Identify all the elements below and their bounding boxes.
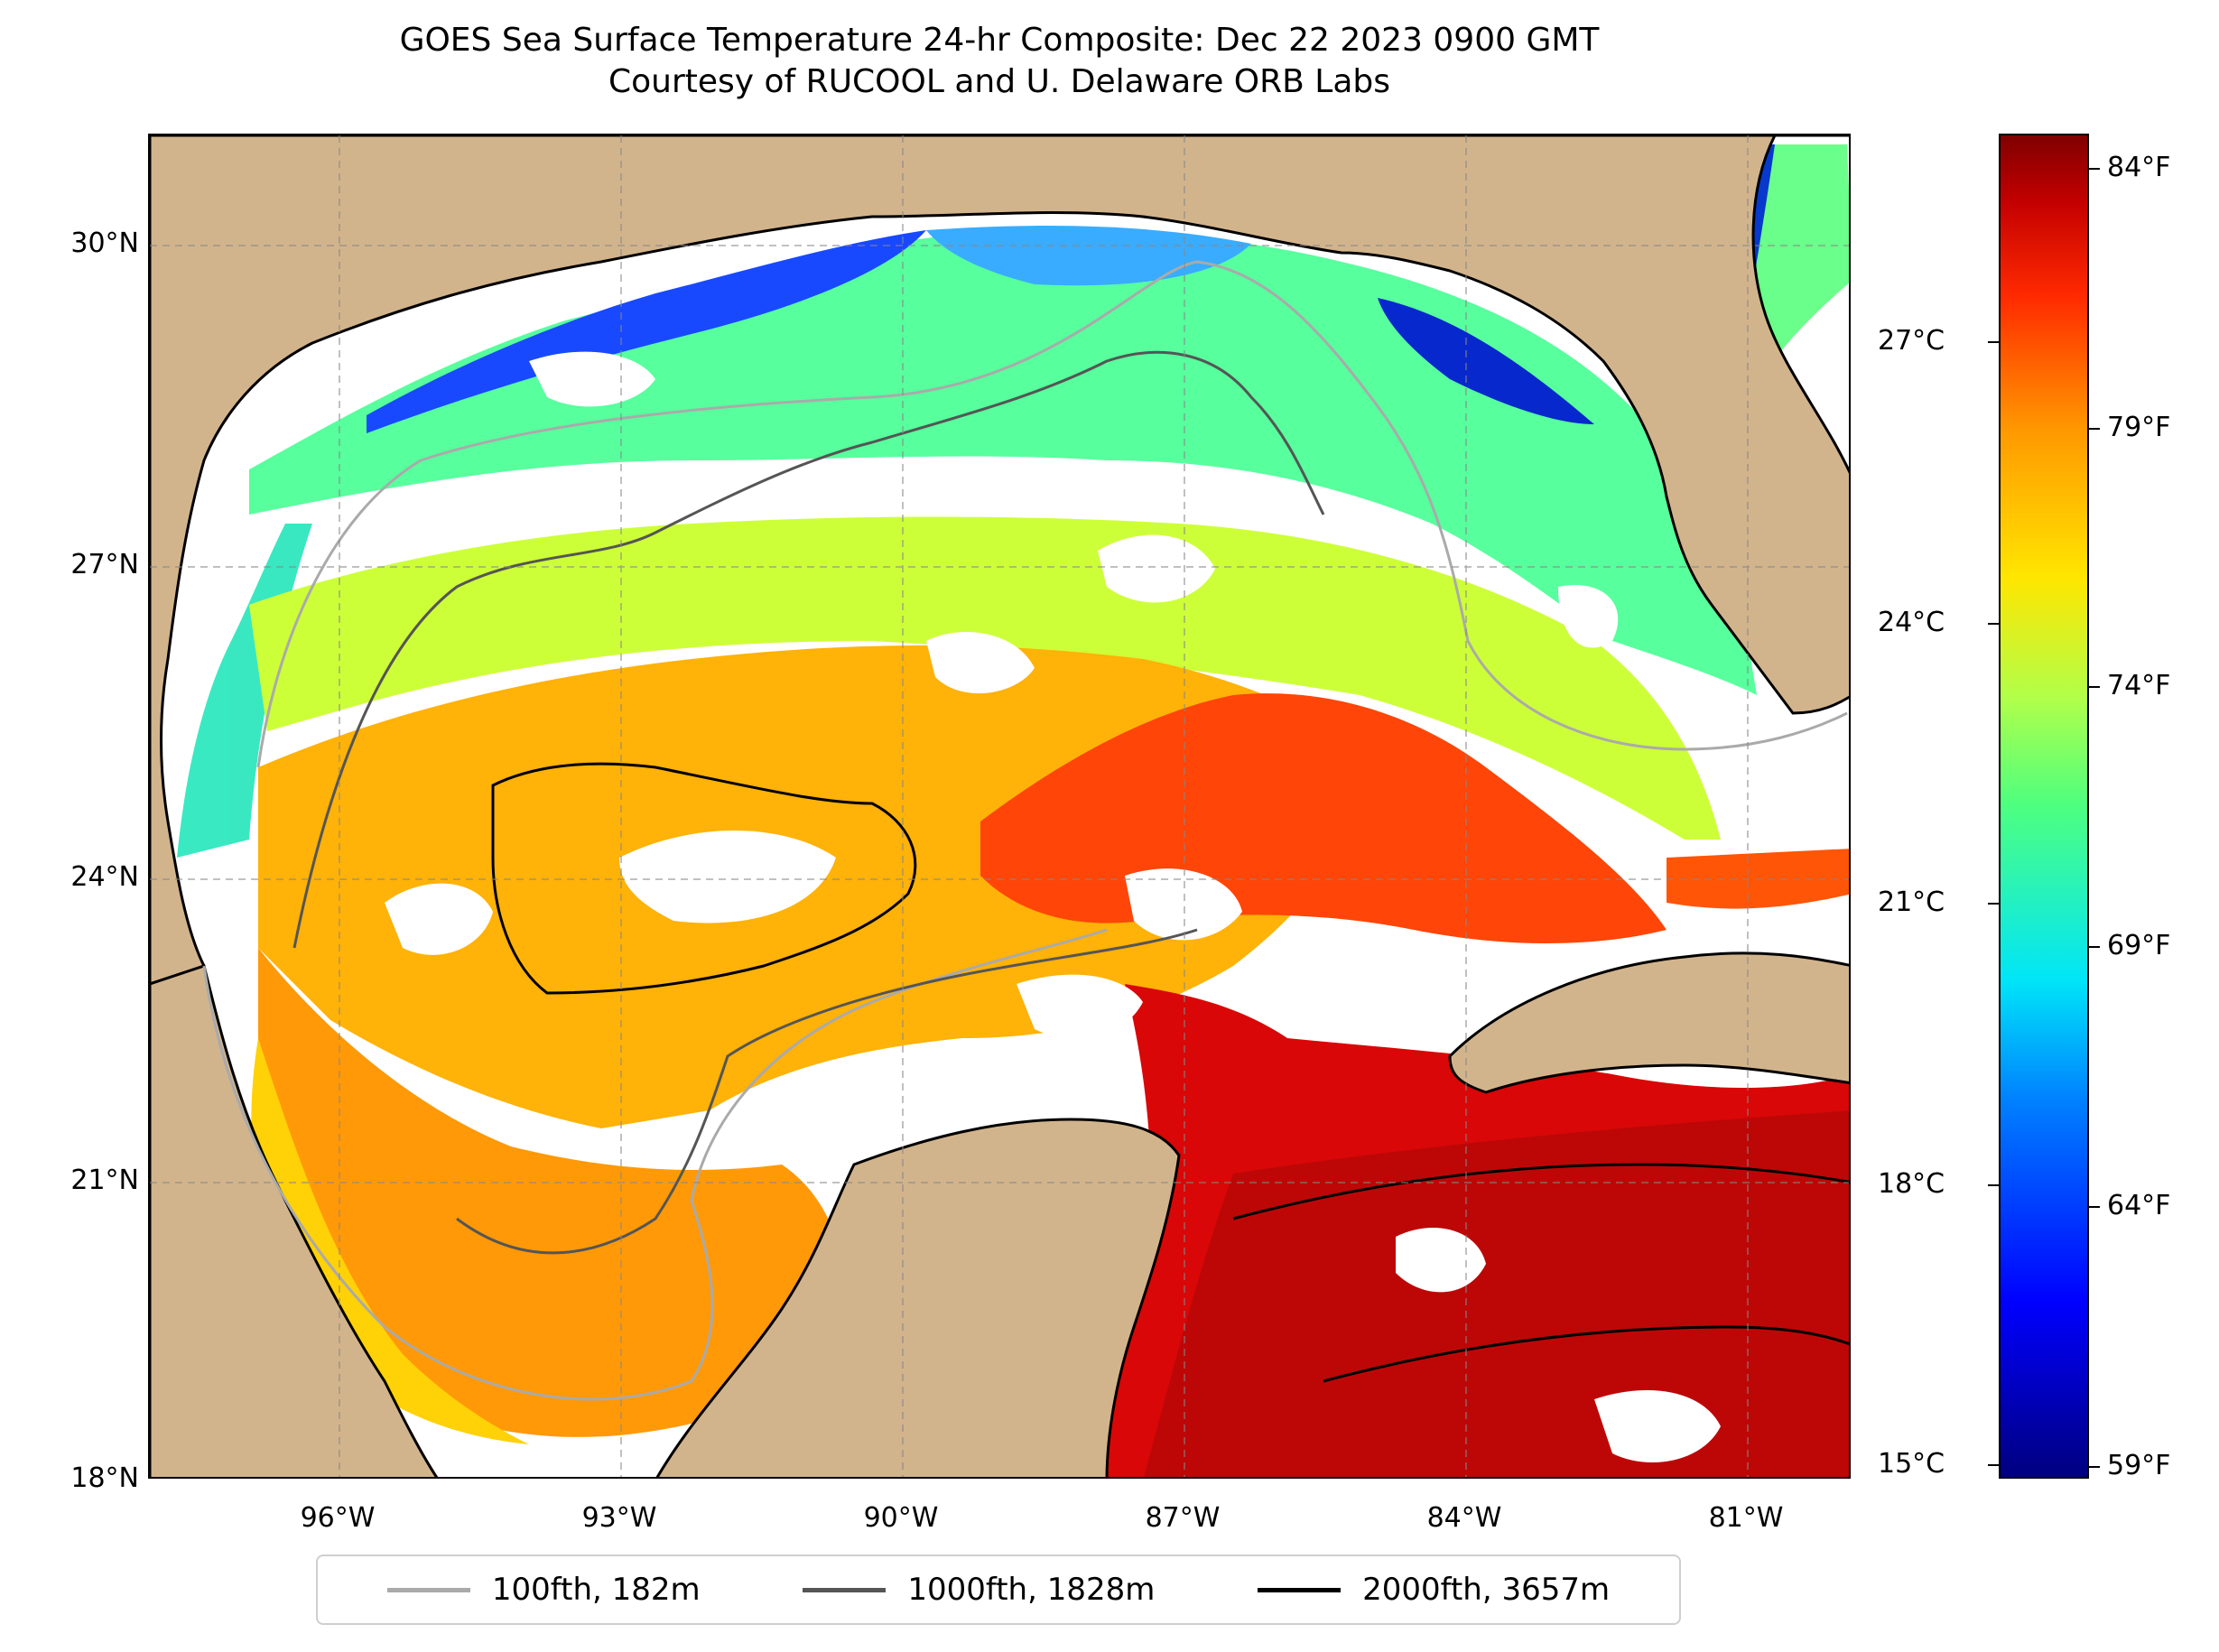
- cbar-tick-right: [2089, 686, 2100, 688]
- lon-label-96w: 96°W: [300, 1502, 376, 1534]
- contour-100fth: [256, 260, 1848, 768]
- contour-1000fth: [292, 350, 1325, 949]
- land-yucatan: [655, 1118, 1181, 1477]
- lat-label-21n: 21°N: [70, 1165, 139, 1196]
- cloud-gap: [385, 883, 493, 955]
- cbar-celsius-18: 18°C: [1878, 1168, 1945, 1200]
- sst-deep-cold-north: [367, 230, 926, 433]
- cbar-tick-right: [2089, 428, 2100, 430]
- cloud-gap: [529, 351, 655, 407]
- map-canvas: [150, 135, 1849, 1477]
- legend-item-100fth: 100fth, 182m: [386, 1572, 701, 1608]
- cloud-gap: [1017, 974, 1143, 1038]
- legend-label-1000fth: 1000fth, 1828m: [907, 1572, 1156, 1608]
- gridlines: [150, 135, 1849, 1477]
- colorbar: [1999, 134, 2089, 1479]
- cbar-tick-left: [1988, 341, 1999, 343]
- cbar-tick-right: [2089, 1206, 2100, 1208]
- sst-caribbean-deep: [1144, 1110, 1849, 1477]
- contour-1000fth: [456, 928, 1198, 1255]
- bathymetry-legend: 100fth, 182m 1000fth, 1828m 2000fth, 365…: [316, 1555, 1681, 1625]
- sst-cold-florida: [1378, 298, 1594, 424]
- lat-label-30n: 30°N: [70, 227, 139, 259]
- cbar-fahrenheit-59: 59°F: [2107, 1450, 2171, 1481]
- cbar-fahrenheit-74: 74°F: [2107, 670, 2171, 701]
- map-title: GOES Sea Surface Temperature 24-hr Compo…: [148, 20, 1851, 103]
- sst-orange-south: [258, 948, 843, 1437]
- title-line-1: GOES Sea Surface Temperature 24-hr Compo…: [399, 22, 1600, 59]
- cloud-gap: [1558, 585, 1619, 648]
- land: [150, 135, 1849, 1477]
- cloud-gap: [1594, 1390, 1721, 1462]
- land-mexico-west: [150, 964, 439, 1477]
- cloud-gap: [619, 831, 836, 923]
- cbar-fahrenheit-69: 69°F: [2107, 930, 2171, 961]
- cbar-tick-left: [1988, 1464, 1999, 1466]
- lat-label-18n: 18°N: [70, 1462, 139, 1494]
- legend-label-2000fth: 2000fth, 3657m: [1362, 1572, 1611, 1608]
- cbar-tick-right: [2089, 168, 2100, 170]
- cbar-tick-right: [2089, 1466, 2100, 1468]
- cbar-celsius-24: 24°C: [1878, 607, 1945, 638]
- legend-item-1000fth: 1000fth, 1828m: [803, 1572, 1155, 1608]
- cbar-tick-left: [1988, 623, 1999, 625]
- land-cuba: [1448, 951, 1849, 1094]
- legend-swatch-100fth: [386, 1587, 470, 1592]
- legend-label-100fth: 100fth, 182m: [491, 1572, 701, 1608]
- lon-label-93w: 93°W: [581, 1502, 657, 1534]
- cbar-celsius-15: 15°C: [1878, 1448, 1945, 1480]
- contour-2000fth: [1232, 1163, 1849, 1220]
- cloud-gap: [926, 632, 1035, 694]
- lat-label-27n: 27°N: [70, 549, 139, 580]
- lon-label-90w: 90°W: [863, 1502, 939, 1534]
- cloud-gap: [1125, 868, 1242, 941]
- cbar-fahrenheit-84: 84°F: [2107, 152, 2171, 183]
- cbar-tick-right: [2089, 946, 2100, 948]
- legend-item-2000fth: 2000fth, 3657m: [1258, 1572, 1610, 1608]
- lon-label-84w: 84°W: [1426, 1502, 1502, 1534]
- cbar-celsius-27: 27°C: [1878, 325, 1945, 357]
- contour-2000fth: [1323, 1325, 1849, 1383]
- cbar-fahrenheit-79: 79°F: [2107, 412, 2171, 443]
- cbar-celsius-21: 21°C: [1878, 886, 1945, 918]
- cloud-gap: [1396, 1228, 1486, 1293]
- title-line-2: Courtesy of RUCOOL and U. Delaware ORB L…: [608, 63, 1391, 100]
- lon-label-81w: 81°W: [1708, 1502, 1784, 1534]
- sst-map: [148, 134, 1851, 1479]
- sst-cold-mobile: [926, 226, 1251, 286]
- contour-100fth: [202, 928, 1108, 1401]
- sst-middle-band: [249, 516, 1721, 840]
- legend-swatch-2000fth: [1258, 1587, 1342, 1592]
- sst-field: [177, 144, 1849, 1477]
- legend-swatch-1000fth: [803, 1587, 887, 1592]
- lon-label-87w: 87°W: [1145, 1502, 1221, 1534]
- cloud-gap: [1098, 534, 1215, 603]
- cbar-tick-left: [1988, 1184, 1999, 1186]
- cbar-fahrenheit-64: 64°F: [2107, 1190, 2171, 1221]
- cbar-tick-left: [1988, 903, 1999, 905]
- land-us-gulf-coast: [150, 135, 1849, 986]
- bathymetry: [202, 260, 1849, 1401]
- lat-label-24n: 24°N: [70, 861, 139, 893]
- contour-2000fth: [491, 762, 917, 995]
